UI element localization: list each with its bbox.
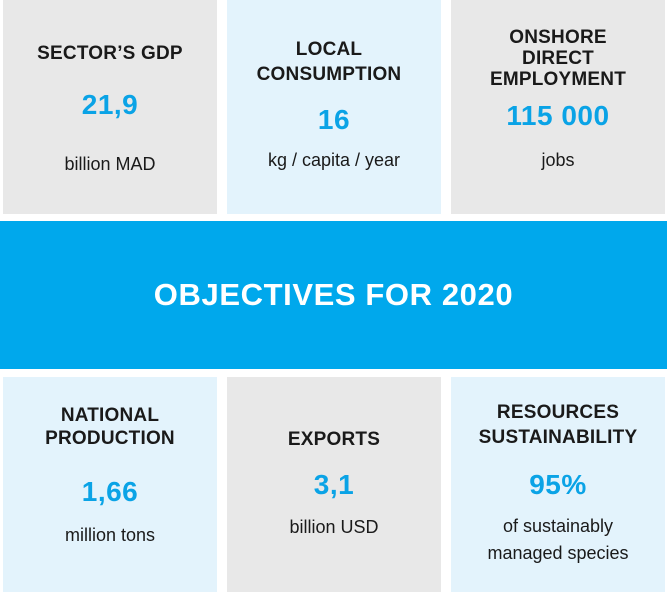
stat-unit: kg / capita / year [227, 147, 441, 174]
stat-title: LOCAL CONSUMPTION [217, 39, 441, 85]
stat-title-line: LOCAL [295, 39, 363, 60]
stat-title-line: EMPLOYMENT [489, 69, 627, 90]
banner-title: OBJECTIVES FOR 2020 [153, 277, 514, 312]
stat-unit-line: billion MAD [64, 154, 156, 174]
stat-title-line: SUSTAINABILITY [478, 427, 638, 448]
stat-title: SECTOR’S GDP [3, 43, 217, 64]
stat-value: 115 000 [506, 100, 610, 131]
stat-unit: million tons [3, 522, 217, 549]
stat-unit-line: million tons [64, 525, 156, 545]
stat-card-local-consumption: LOCAL CONSUMPTION 16 kg / capita / year [227, 0, 441, 214]
stat-unit-line: managed species [487, 543, 629, 563]
stat-card-exports: EXPORTS 3,1 billion USD [227, 377, 441, 592]
stat-unit: jobs [451, 147, 665, 174]
stat-title: ONSHORE DIRECT EMPLOYMENT [451, 27, 665, 90]
stat-title-line: NATIONAL [60, 405, 160, 426]
stat-unit: billion MAD [3, 151, 217, 178]
stat-title: EXPORTS [227, 429, 441, 450]
stat-title-line: SECTOR’S GDP [37, 43, 183, 64]
stat-title-line: CONSUMPTION [256, 64, 402, 85]
stat-unit-line: of sustainably [502, 516, 614, 536]
stat-card-onshore-employment: ONSHORE DIRECT EMPLOYMENT 115 000 jobs [451, 0, 665, 214]
stat-title-line: EXPORTS [287, 429, 381, 450]
stat-title-line: PRODUCTION [45, 428, 175, 449]
stat-card-resources-sustainability: RESOURCES SUSTAINABILITY 95% of sustaina… [451, 377, 665, 592]
stat-value: 3,1 [313, 469, 355, 500]
stat-card-national-production: NATIONAL PRODUCTION 1,66 million tons [3, 377, 217, 592]
stat-value: 95% [529, 469, 587, 500]
stat-unit: of sustainably managed species [451, 513, 665, 567]
stat-value: 21,9 [81, 89, 139, 120]
stat-title-line: RESOURCES [496, 402, 620, 423]
stat-title-line: DIRECT [522, 48, 594, 69]
stat-title-line: ONSHORE [509, 27, 607, 48]
stat-unit-line: billion USD [289, 517, 379, 537]
stat-value: 16 [317, 104, 351, 135]
stat-card-sector-gdp: SECTOR’S GDP 21,9 billion MAD [3, 0, 217, 214]
stat-title: RESOURCES SUSTAINABILITY [451, 402, 665, 448]
stat-unit-line: jobs [541, 150, 575, 170]
stat-unit-line: kg / capita / year [267, 150, 401, 170]
stat-unit: billion USD [227, 514, 441, 541]
objectives-banner: OBJECTIVES FOR 2020 [0, 221, 667, 369]
stat-value: 1,66 [81, 476, 139, 507]
stat-title: NATIONAL PRODUCTION [3, 405, 217, 449]
